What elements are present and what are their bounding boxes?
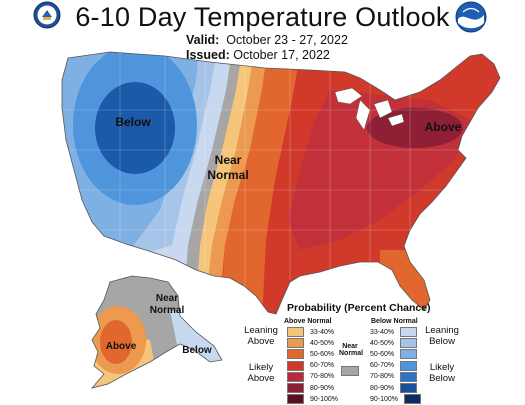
leaning-below-line2: Below [429, 336, 455, 347]
noaa-logo [455, 1, 487, 33]
valid-dates: Valid: October 23 - 27, 2022 [186, 33, 348, 47]
leaning-above-line1: Leaning [244, 325, 278, 336]
legend-above-row: 40-50% [287, 338, 335, 349]
commerce-seal-logo [33, 1, 61, 29]
legend-below-range: 33-40% [370, 328, 395, 336]
page-title: 6-10 Day Temperature Outlook [75, 2, 450, 32]
legend-above-row: 90-100% [287, 394, 339, 405]
likely-below-line1: Likely [429, 362, 455, 373]
legend-above-range: 40-50% [310, 339, 335, 347]
legend-above-row: 50-60% [287, 349, 335, 360]
legend-above-range: 70-80% [310, 373, 335, 381]
legend-below-row: 60-70% [370, 360, 418, 371]
legend-below-swatch [404, 394, 422, 405]
legend-above-range: 50-60% [310, 350, 335, 358]
legend-above-row: 70-80% [287, 371, 335, 382]
legend-above-swatch [287, 394, 304, 405]
alaska-outline [90, 275, 223, 389]
legend-below-swatch [400, 360, 418, 371]
leaning-above-line2: Above [247, 336, 275, 347]
legend-above-range: 80-90% [310, 384, 335, 392]
legend-below-row: 80-90% [370, 383, 418, 393]
legend-above-row: 80-90% [287, 383, 334, 393]
valid-date-value: October 23 - 27, 2022 [226, 33, 348, 47]
legend-likely-below: Likely Below [424, 362, 460, 384]
legend-above-swatch [287, 360, 304, 371]
legend-below-range: 90-100% [370, 395, 399, 403]
label-ak-below: Below [182, 345, 212, 356]
legend-above-swatch [287, 383, 304, 393]
legend-above-swatch [287, 327, 304, 337]
legend-below-swatch [400, 349, 418, 360]
label-ak-near-2: Normal [150, 305, 185, 316]
legend-near-header-1: Near [342, 343, 358, 350]
likely-above-line1: Likely [248, 362, 274, 373]
legend-above-header: Above Normal [284, 318, 332, 325]
label-below-west: Below [115, 115, 151, 129]
legend-near-header-2: Normal [339, 350, 364, 357]
legend-below-row: 50-60% [370, 349, 418, 360]
label-ak-above: Above [106, 341, 137, 352]
conus-outline [61, 51, 501, 315]
legend-above-range: 60-70% [310, 362, 335, 370]
legend-above-range: 90-100% [310, 395, 339, 403]
legend-below-range: 80-90% [370, 384, 395, 392]
alaska-shading [92, 276, 222, 388]
legend-below-range: 60-70% [370, 362, 395, 370]
valid-label: Valid: [186, 33, 220, 47]
legend-above-row: 60-70% [287, 360, 335, 371]
legend-below-range: 50-60% [370, 350, 395, 358]
legend-above-range: 33-40% [310, 328, 335, 336]
legend-below-swatch [400, 383, 418, 393]
likely-below-line2: Below [429, 373, 455, 384]
label-above-east: Above [425, 120, 462, 134]
legend-above-swatch [287, 349, 304, 360]
legend-below-row: 70-80% [370, 371, 418, 382]
legend-above-swatch [287, 338, 304, 349]
legend-below-range: 70-80% [370, 373, 395, 381]
issued-date: Issued: October 17, 2022 [186, 48, 330, 62]
legend-below-row: 90-100% [370, 394, 422, 405]
legend-above-swatch [287, 371, 304, 382]
legend-below-header: Below Normal [371, 318, 418, 325]
legend-likely-above: Likely Above [243, 362, 279, 384]
legend-below-swatch [400, 338, 418, 349]
legend-near-swatch [341, 366, 359, 376]
legend-near-header: Near Normal [339, 343, 364, 357]
legend-leaning-above: Leaning Above [243, 325, 279, 347]
state-borders [62, 52, 500, 290]
legend-below-row: 33-40% [370, 327, 418, 337]
legend-above-row: 33-40% [287, 327, 334, 337]
legend-title: Probability (Percent Chance) [287, 302, 431, 314]
label-near-normal-1: Near [215, 153, 242, 167]
legend-leaning-below: Leaning Below [424, 325, 460, 347]
likely-above-line2: Above [247, 373, 275, 384]
label-ak-near-1: Near [156, 293, 178, 304]
issued-label: Issued: [186, 48, 230, 62]
legend-below-swatch [400, 327, 418, 337]
legend-below-row: 40-50% [370, 338, 418, 349]
issued-date-value: October 17, 2022 [233, 48, 330, 62]
great-lakes [334, 87, 405, 131]
legend-below-range: 40-50% [370, 339, 395, 347]
leaning-below-line1: Leaning [425, 325, 459, 336]
label-near-normal-2: Normal [207, 168, 248, 182]
legend-below-swatch [400, 371, 418, 382]
